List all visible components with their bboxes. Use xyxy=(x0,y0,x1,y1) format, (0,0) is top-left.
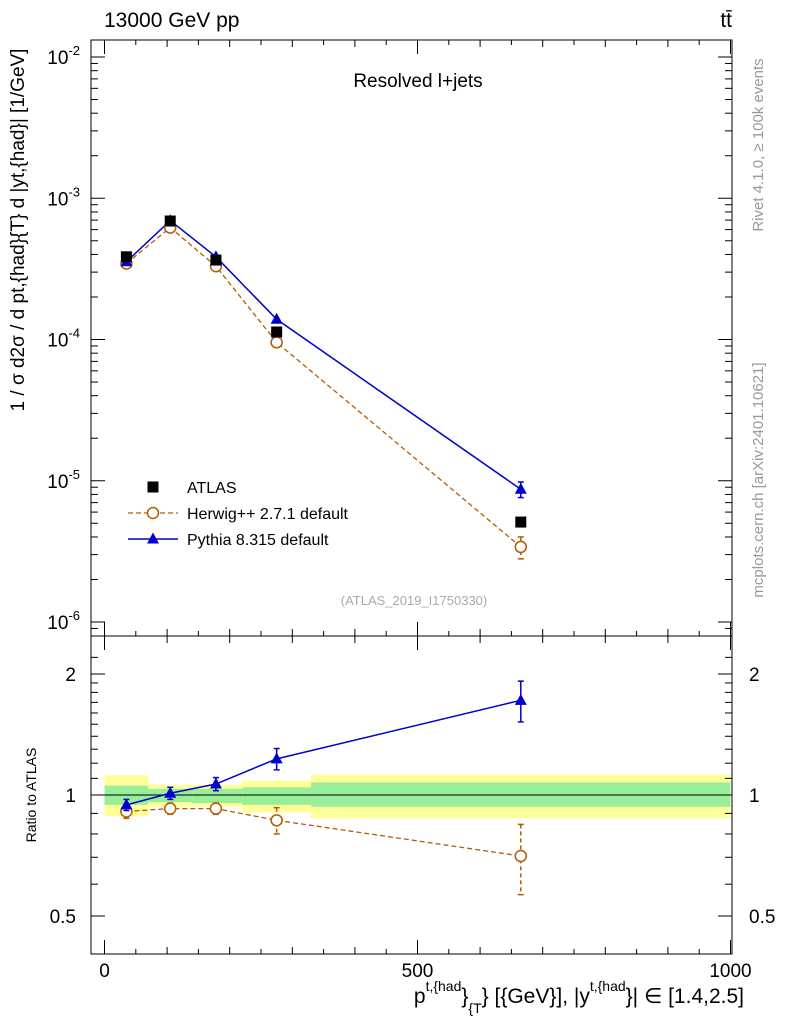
ratio-herwig-point xyxy=(209,802,223,815)
green-uncertainty-band xyxy=(192,788,243,804)
legend-entry-label: Pythia 8.315 default xyxy=(187,532,329,549)
ratio-y-tick-label: 0.5 xyxy=(50,907,76,928)
mcplots-site-label: mcplots.cern.ch [arXiv:2401.10621] xyxy=(750,362,767,597)
atlas-data-point xyxy=(271,326,283,338)
herwig-line xyxy=(125,226,522,548)
main-axis-ticks: 10-6 10-5 10-4 10-3 10-2 xyxy=(47,40,732,636)
herwig-point xyxy=(270,336,283,349)
ratio-herwig-point xyxy=(270,814,283,827)
legend-entry-label: Herwig++ 2.7.1 default xyxy=(187,506,349,523)
panel-title: Resolved l+jets xyxy=(353,71,482,92)
ratio-y-tick-label-right: 2 xyxy=(749,665,760,686)
pythia-line xyxy=(125,219,522,490)
ratio-frame xyxy=(90,635,733,955)
ratio-pythia-point xyxy=(209,777,222,789)
x-tick-label: 500 xyxy=(402,961,434,982)
atlas-data-point xyxy=(147,481,159,493)
legend-herwig-marker xyxy=(146,506,160,520)
ratio-y-tick-label: 1 xyxy=(65,786,76,807)
ratio-pythia-point xyxy=(270,752,283,764)
atlas-data-point xyxy=(515,516,527,528)
ratio-y-tick-label: 2 xyxy=(65,665,76,686)
y-tick-label: 10-4 xyxy=(47,326,80,352)
y-tick-label: 10-6 xyxy=(47,608,80,634)
green-uncertainty-band xyxy=(242,787,312,805)
ratio-herwig-point xyxy=(163,802,177,815)
ratio-y-tick-label-right: 0.5 xyxy=(749,907,775,928)
energy-label: 13000 GeV pp xyxy=(104,9,239,32)
analysis-watermark: (ATLAS_2019_I1750330) xyxy=(341,593,487,608)
ratio-herwig-point xyxy=(514,849,528,863)
atlas-data-point xyxy=(164,215,176,227)
ratio-pythia-point xyxy=(120,798,133,810)
y-tick-label: 10-5 xyxy=(47,467,80,493)
main-ylabel: 1 / σ d2σ / d pt,{had}{T} d |yt,{had}| [… xyxy=(8,49,29,412)
ratio-pythia-point xyxy=(514,693,527,705)
main-panel: Resolved l+jets (ATLAS_2019_I1750330) 10… xyxy=(47,39,733,637)
rivet-version-label: Rivet 4.1.0, ≥ 100k events xyxy=(750,58,767,231)
ratio-series xyxy=(120,680,528,896)
legend: ATLAS Herwig++ 2.7.1 default Pythia 8.315 … xyxy=(128,480,349,549)
ratio-axis-ticks: 0.5 0.5 1 1 2 2 0 500 1000 xyxy=(50,636,775,982)
atlas-data-point xyxy=(210,254,222,266)
ratio-ylabel: Ratio to ATLAS xyxy=(23,748,39,843)
legend-pythia-marker xyxy=(147,532,159,544)
ratio-y-tick-label-right: 1 xyxy=(749,786,760,807)
pythia-point xyxy=(270,312,283,324)
legend-entry-label: ATLAS xyxy=(187,480,237,497)
y-tick-label: 10-2 xyxy=(47,43,80,69)
x-tick-label: 0 xyxy=(99,961,110,982)
ratio-uncertainty-bands xyxy=(104,774,731,819)
main-series xyxy=(120,214,528,560)
y-tick-label: 10-3 xyxy=(47,184,80,210)
herwig-point xyxy=(514,540,528,554)
x-axis-label: pt,{had}{T} [{GeV}], |yt,{had}| ∈ [1.4,2… xyxy=(414,978,744,1016)
pythia-point xyxy=(514,482,527,494)
process-label: tt̄ xyxy=(720,9,732,32)
ratio-panel: 0.5 0.5 1 1 2 2 0 500 1000 xyxy=(50,635,775,982)
ratio-pythia-point xyxy=(164,786,177,798)
x-tick-label: 1000 xyxy=(709,961,751,982)
atlas-data-point xyxy=(120,251,132,263)
